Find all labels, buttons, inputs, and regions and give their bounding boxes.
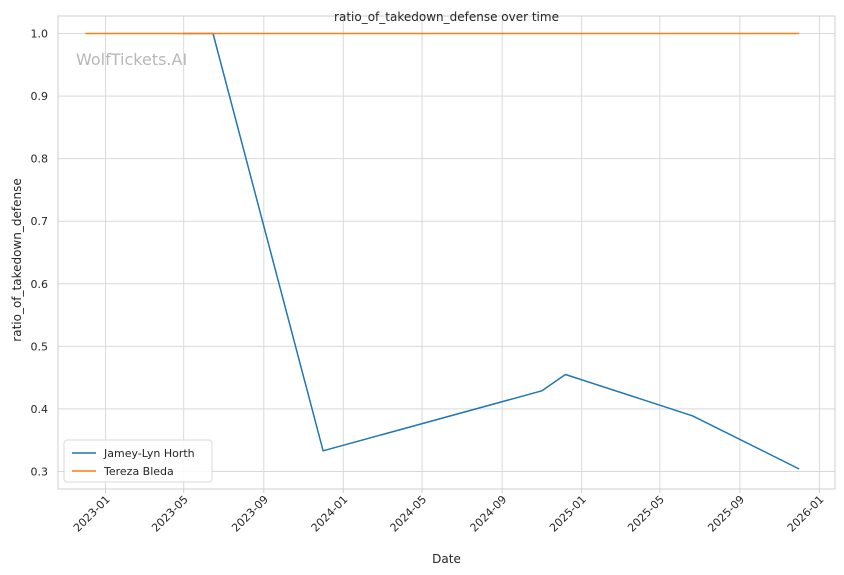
grid-layer <box>58 16 835 489</box>
y-tick-label: 0.6 <box>31 278 49 291</box>
legend-box <box>63 439 213 483</box>
y-axis-label: ratio_of_takedown_defense <box>10 178 24 341</box>
chart-title: ratio_of_takedown_defense over time <box>334 10 559 24</box>
y-tick-label: 0.4 <box>31 403 49 416</box>
y-tick-label: 1.0 <box>31 28 49 41</box>
series-layer <box>85 32 800 470</box>
x-axis-label: Date <box>432 552 461 566</box>
y-tick-label: 0.3 <box>31 465 49 478</box>
legend-label-tereza-bleda: Tereza Bleda <box>103 465 174 478</box>
y-tick-label: 0.5 <box>31 340 49 353</box>
watermark: WolfTickets.AI <box>76 50 187 69</box>
legend-label-jamey-lyn-horth: Jamey-Lyn Horth <box>103 447 195 460</box>
y-tick-label: 0.8 <box>31 153 49 166</box>
legend: Jamey-Lyn Horth Tereza Bleda <box>63 439 213 483</box>
y-tick-label: 0.9 <box>31 90 49 103</box>
y-tick-label: 0.7 <box>31 215 49 228</box>
plot-frame <box>57 15 836 490</box>
